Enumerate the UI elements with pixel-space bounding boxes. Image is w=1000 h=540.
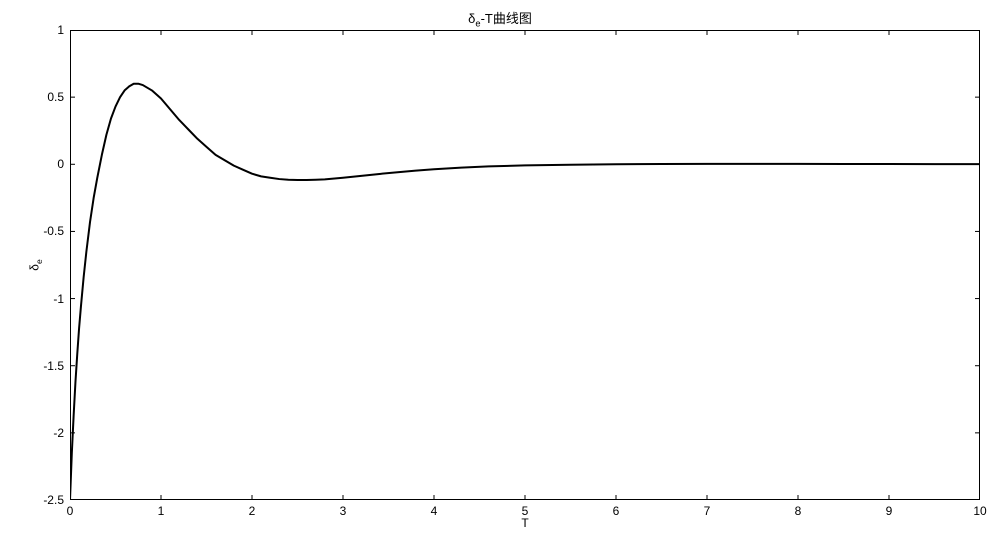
xtick-label: 9 — [886, 504, 893, 518]
x-axis-label: T — [521, 516, 528, 530]
ytick-label: -0.5 — [43, 224, 64, 238]
xtick-label: 5 — [522, 504, 529, 518]
plot-border — [71, 31, 980, 500]
xtick-label: 8 — [795, 504, 802, 518]
ytick-label: 0.5 — [47, 90, 64, 104]
chart-title: δe-T曲线图 — [0, 8, 1000, 29]
title-suffix: -T曲线图 — [481, 11, 532, 26]
xtick-label: 6 — [613, 504, 620, 518]
plot-svg — [70, 30, 980, 500]
xtick-label: 2 — [249, 504, 256, 518]
ytick-label: 0 — [57, 157, 64, 171]
xtick-label: 0 — [67, 504, 74, 518]
ytick-label: -2.5 — [43, 493, 64, 507]
ytick-label: 1 — [57, 23, 64, 37]
y-axis-label: δe — [28, 259, 44, 270]
xtick-label: 1 — [158, 504, 165, 518]
xtick-label: 7 — [704, 504, 711, 518]
xtick-label: 4 — [431, 504, 438, 518]
plot-area: T δe 012345678910-2.5-2-1.5-1-0.500.51 — [70, 30, 980, 500]
chart-container: δe-T曲线图 T δe 012345678910-2.5-2-1.5-1-0.… — [0, 0, 1000, 540]
tick-marks — [70, 30, 980, 500]
ytick-label: -2 — [53, 426, 64, 440]
ytick-label: -1.5 — [43, 359, 64, 373]
ylabel-sub: e — [34, 259, 44, 264]
xtick-label: 10 — [973, 504, 986, 518]
xtick-label: 3 — [340, 504, 347, 518]
curve-line — [70, 84, 980, 500]
ytick-label: -1 — [53, 292, 64, 306]
ylabel-delta: δ — [28, 264, 42, 271]
